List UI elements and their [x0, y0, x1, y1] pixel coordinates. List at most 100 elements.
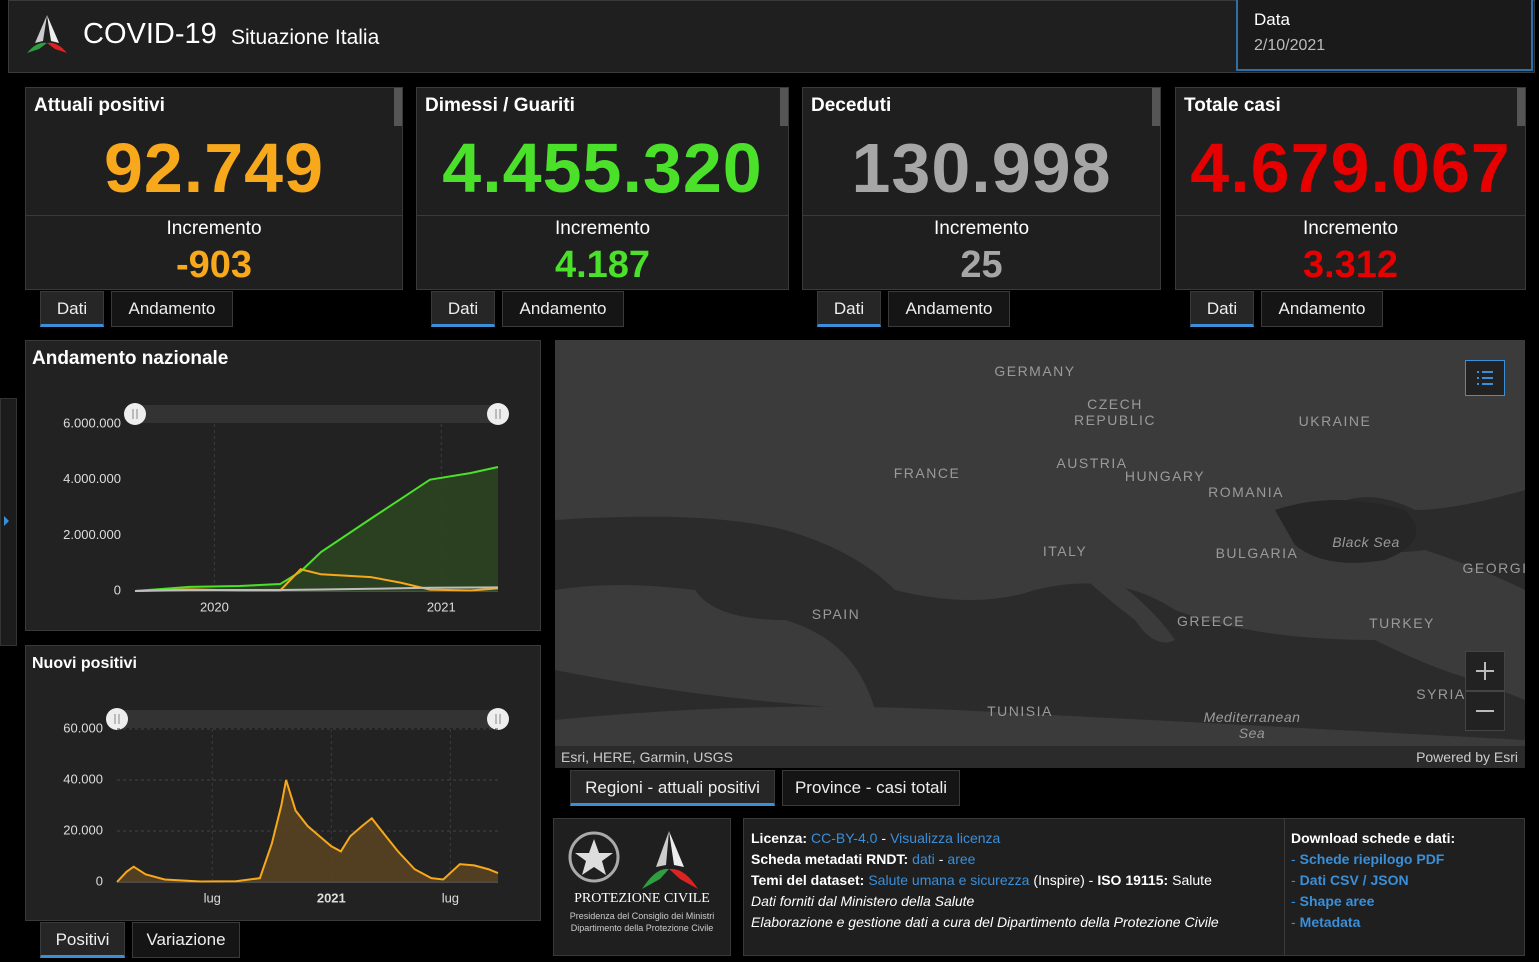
link[interactable]: Schede riepilogo PDF	[1299, 851, 1445, 867]
download-item: - Metadata	[1291, 912, 1455, 933]
tab[interactable]: Andamento	[111, 291, 233, 327]
separator: -	[881, 830, 887, 846]
info-text: Licenza: CC-BY-4.0- Visualizza licenza Sch…	[751, 828, 1223, 933]
increment-label: Incremento	[1302, 218, 1399, 239]
link[interactable]: CC-BY-4.0	[811, 830, 878, 846]
map-label: SPAIN	[811, 606, 861, 622]
map-label: ROMANIA	[1208, 484, 1284, 500]
map-label: SYRIA	[1416, 686, 1466, 702]
info-box: Licenza: CC-BY-4.0- Visualizza licenza Sch…	[743, 818, 1525, 956]
card-title: Totale casi	[1184, 95, 1281, 116]
tab[interactable]: Variazione	[132, 922, 240, 958]
bullet: -	[1291, 872, 1296, 888]
tab[interactable]: Dati	[1190, 291, 1254, 327]
kpi-card: Dimessi / Guariti 4.455.320 Incremento 4.18…	[416, 87, 789, 290]
label: Temi del dataset:	[751, 872, 865, 888]
tab[interactable]: Dati	[431, 291, 495, 327]
info-line: Temi del dataset: Salute umana e sicurezz…	[751, 870, 1223, 891]
card-value: 130.998	[851, 129, 1112, 207]
text: Salute	[1172, 872, 1212, 888]
map-label: UKRAINE	[1298, 413, 1372, 429]
date-box[interactable]: Data 2/10/2021	[1236, 0, 1533, 71]
tab[interactable]: Positivi	[40, 922, 125, 958]
increment-value: 25	[960, 244, 1003, 286]
logo-line: Presidenza del Consiglio dei Ministri	[569, 911, 715, 921]
card-title: Deceduti	[811, 95, 892, 116]
text: Elaborazione e gestione dati a cura del …	[751, 914, 1219, 930]
map-label: HUNGARY	[1124, 468, 1206, 484]
app-logo	[27, 15, 67, 53]
increment-value: -903	[175, 244, 253, 286]
map-label: GREECE	[1176, 613, 1246, 629]
increment-value: 4.187	[554, 244, 651, 286]
link[interactable]: Salute umana e sicurezza	[868, 872, 1030, 888]
increment-label: Incremento	[554, 218, 651, 239]
link[interactable]: Shape aree	[1299, 893, 1375, 909]
map-label: Black Sea	[1332, 534, 1400, 550]
divider	[803, 215, 1160, 216]
text: (Inspire) -	[1033, 872, 1094, 888]
downloads: Download schede e dati: - Schede riepilog…	[1291, 828, 1455, 933]
download-item: - Shape aree	[1291, 891, 1455, 912]
label: ISO 19115:	[1097, 872, 1169, 888]
kpi-card: Totale casi 4.679.067 Incremento 3.312	[1175, 87, 1526, 290]
map-label: ITALY	[1042, 543, 1088, 559]
bullet: -	[1291, 893, 1296, 909]
link[interactable]: Metadata	[1299, 914, 1361, 930]
logo-name: PROTEZIONE CIVILE	[574, 891, 710, 906]
date-label: Data	[1254, 10, 1290, 29]
map-label: BULGARIA	[1215, 545, 1299, 561]
scrollbar	[780, 88, 788, 126]
link[interactable]: dati	[912, 851, 935, 867]
link[interactable]: Dati CSV / JSON	[1299, 872, 1409, 888]
link[interactable]: aree	[947, 851, 976, 867]
scrollbar	[1517, 88, 1525, 126]
card-value: 92.749	[103, 129, 325, 207]
map-label: CZECH REPUBLIC	[1073, 396, 1157, 428]
tab[interactable]: Regioni - attuali positivi	[570, 770, 775, 806]
map-label: TURKEY	[1369, 615, 1435, 631]
kpi-card: Deceduti 130.998 Incremento 25	[802, 87, 1161, 290]
increment-value: 3.312	[1302, 244, 1399, 286]
tab[interactable]: Dati	[40, 291, 104, 327]
logo-box: PROTEZIONE CIVILE Presidenza del Consigl…	[553, 818, 731, 956]
increment-label: Incremento	[166, 218, 262, 239]
logo-emblems	[568, 831, 698, 889]
bullet: -	[1291, 914, 1296, 930]
info-line: Scheda metadati RNDT: dati - aree	[751, 849, 1223, 870]
tab[interactable]: Andamento	[1261, 291, 1383, 327]
scrollbar	[1152, 88, 1160, 126]
map-label: GEORGI	[1462, 560, 1525, 576]
scrollbar	[394, 88, 402, 126]
card-title: Dimessi / Guariti	[425, 95, 575, 116]
side-toggle[interactable]	[0, 398, 17, 646]
divider	[417, 215, 788, 216]
zoom-controls[interactable]	[1465, 651, 1505, 731]
tab[interactable]: Andamento	[888, 291, 1010, 327]
map-label: TUNISIA	[987, 703, 1053, 719]
tab[interactable]: Province - casi totali	[782, 770, 960, 806]
map-label: AUSTRIA	[1056, 455, 1128, 471]
label: Scheda metadati RNDT:	[751, 851, 909, 867]
map[interactable]: Esri, HERE, Garmin, USGS Powered by Esri…	[555, 340, 1525, 768]
powered-by: Powered by Esri	[1416, 749, 1518, 765]
legend-button[interactable]	[1465, 360, 1505, 396]
map-label: FRANCE	[893, 465, 961, 481]
chart-panel	[25, 340, 541, 631]
attribution: Esri, HERE, Garmin, USGS	[561, 749, 733, 765]
card-title: Attuali positivi	[34, 95, 165, 116]
link[interactable]: Visualizza licenza	[890, 830, 1001, 846]
downloads-title: Download schede e dati:	[1291, 830, 1456, 846]
subtitle: Situazione Italia	[231, 26, 380, 49]
tab[interactable]: Andamento	[502, 291, 624, 327]
legend-icon	[1477, 371, 1493, 385]
title: COVID-19	[83, 18, 217, 50]
increment-label: Incremento	[933, 218, 1030, 239]
divider	[1176, 215, 1525, 216]
attribution-bar: Esri, HERE, Garmin, USGS Powered by Esri	[555, 746, 1525, 768]
text: Dati forniti dal Ministero della Salute	[751, 893, 975, 909]
tab[interactable]: Dati	[817, 291, 881, 327]
separator: -	[938, 851, 944, 867]
label: Licenza:	[751, 830, 808, 846]
